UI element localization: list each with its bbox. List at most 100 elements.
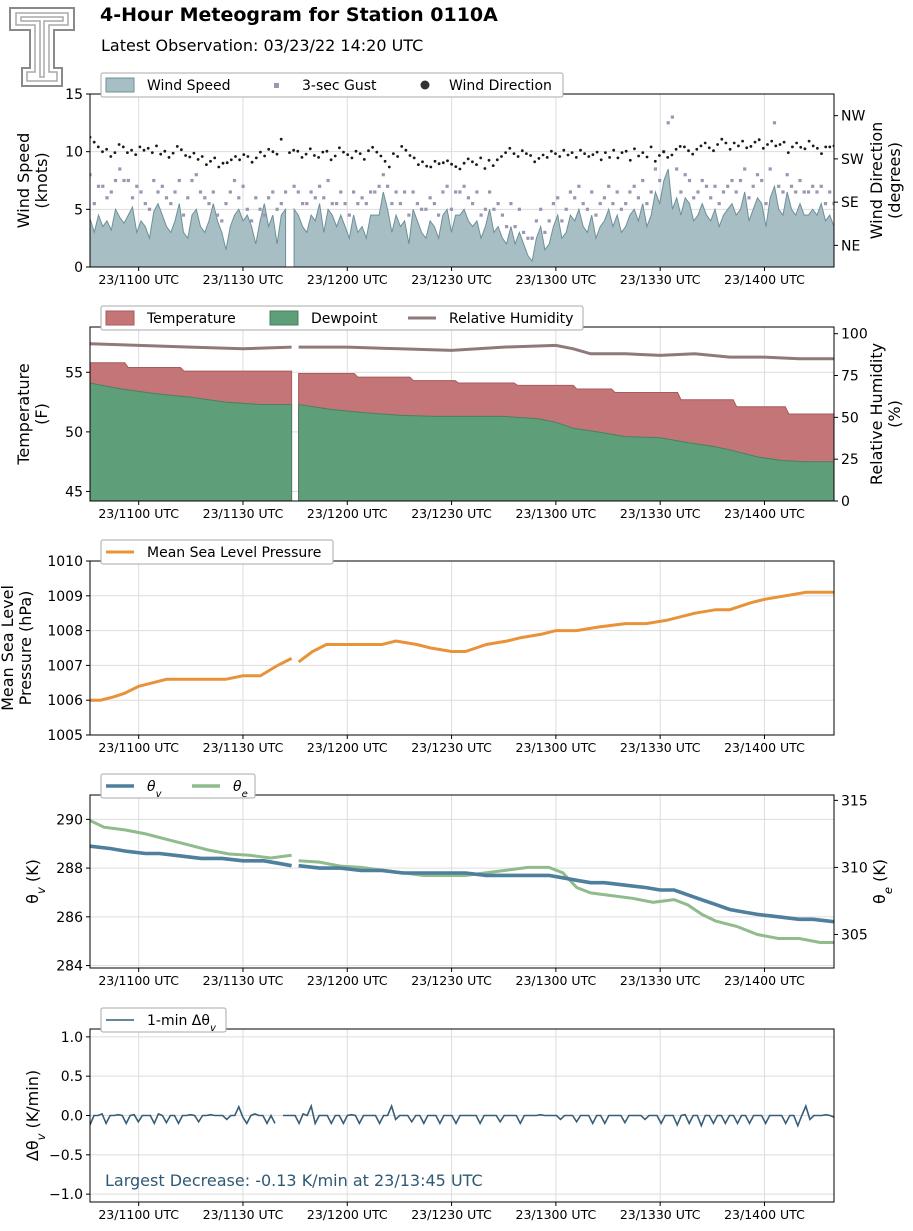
gust-point (211, 190, 215, 194)
wind-direction-point (92, 140, 96, 144)
wind-direction-point (450, 162, 453, 166)
x-tick-label: 23/1330 UTC (620, 1207, 701, 1222)
gust-point (585, 207, 589, 211)
right-y-tick-label: NE (841, 238, 860, 254)
x-tick-label: 23/1400 UTC (724, 973, 805, 988)
gust-point (215, 213, 220, 217)
gust-point (318, 184, 322, 188)
gust-point (377, 184, 381, 188)
x-tick-label: 23/1230 UTC (411, 1207, 492, 1222)
gust-point (709, 196, 713, 200)
wind-direction-point (479, 156, 483, 160)
wind-direction-point (641, 151, 645, 155)
wind-direction-point (329, 158, 333, 162)
chart-pressure: 23/1100 UTC 23/1130 UTC 23/1200 UTC 23/1230… (0, 539, 835, 755)
gust-point (335, 202, 339, 206)
wind-direction-point (159, 152, 163, 156)
gust-point (645, 202, 649, 206)
y-tick-label: 1005 (47, 728, 83, 744)
wind-direction-point (175, 145, 179, 148)
plot-frame (89, 560, 835, 736)
gust-point (441, 190, 445, 194)
right-y-tick-label: SE (841, 195, 859, 211)
gust-point (828, 190, 832, 194)
gust-point (513, 225, 517, 229)
wind-direction-point (213, 156, 217, 160)
x-tick-label: 23/1100 UTC (98, 506, 179, 521)
gust-point (670, 115, 674, 119)
wind-direction-point (599, 158, 603, 162)
gust-point (615, 190, 619, 194)
gust-point (198, 190, 203, 194)
wind-direction-point (437, 162, 441, 166)
wind-direction-point (525, 152, 528, 156)
x-tick-label: 23/1200 UTC (307, 272, 388, 287)
wind-direction-point (583, 152, 586, 156)
gust-point (445, 184, 449, 188)
gust-point (675, 167, 679, 171)
wind-direction-point (346, 153, 350, 157)
y-axis-label-line: θv (K) (23, 859, 48, 904)
x-tick-label: 23/1230 UTC (411, 272, 492, 287)
gust-point (789, 184, 794, 188)
theta-v-line (298, 863, 834, 924)
gust-point (390, 202, 394, 206)
gust-point (475, 190, 479, 194)
x-tick-label: 23/1300 UTC (516, 740, 597, 755)
gust-point (581, 202, 585, 206)
wind-direction-point (628, 158, 632, 162)
gust-point (768, 167, 772, 171)
wind-direction-point (171, 151, 175, 155)
gust-point (428, 196, 432, 200)
y-axis-label-line: Mean Sea Level (0, 585, 17, 711)
wind-direction-point (271, 150, 275, 154)
dewpoint-area (90, 382, 293, 501)
wind-direction-point (267, 147, 271, 151)
gust-point (135, 184, 139, 188)
gust-point (113, 178, 118, 183)
wind-direction-point (541, 153, 545, 157)
theta-e-line (298, 859, 834, 944)
wind-direction-point (288, 151, 291, 155)
x-tick-label: 23/1100 UTC (98, 1207, 179, 1222)
gust-point (237, 196, 241, 200)
chart-theta: 23/1100 UTC 23/1130 UTC 23/1200 UTC 23/1230… (23, 773, 895, 988)
gust-point (203, 196, 207, 200)
wind-direction-point (441, 161, 445, 165)
wind-direction-point (300, 156, 304, 159)
gust-point (590, 190, 594, 194)
wind-direction-point (429, 165, 433, 169)
wind-direction-point (275, 152, 279, 156)
gust-point (479, 213, 483, 217)
x-tick-label: 23/1130 UTC (203, 272, 284, 287)
gust-point (743, 167, 747, 171)
legend-label: Wind Direction (449, 78, 552, 94)
gust-point (143, 202, 147, 206)
gust-point (364, 202, 368, 206)
wind-direction-point (720, 137, 724, 141)
y-tick-label: 284 (56, 959, 83, 975)
right-y-tick-label: 310 (841, 860, 868, 876)
wind-direction-point (786, 151, 790, 155)
gust-point (360, 196, 364, 200)
gust-point (369, 190, 373, 194)
gust-point (496, 202, 500, 206)
wind-direction-point (612, 148, 616, 152)
wind-direction-point (250, 160, 254, 164)
wind-direction-point (753, 140, 757, 144)
y-axis-label-line: (F) (32, 403, 51, 425)
gust-point (734, 190, 738, 194)
gust-point (279, 202, 283, 206)
wind-direction-point (520, 149, 524, 153)
wind-direction-point (371, 145, 374, 149)
x-tick-label: 23/1330 UTC (620, 272, 701, 287)
gust-point (517, 207, 521, 211)
wind-direction-point (225, 161, 229, 165)
wind-direction-point (782, 140, 786, 144)
gust-point (126, 178, 130, 183)
legend-pressure: Mean Sea Level Pressure (100, 539, 334, 565)
gust-point (339, 190, 343, 194)
gust-point (713, 184, 717, 188)
gust-point (356, 202, 360, 206)
legend-key-wind-direction (420, 80, 430, 90)
